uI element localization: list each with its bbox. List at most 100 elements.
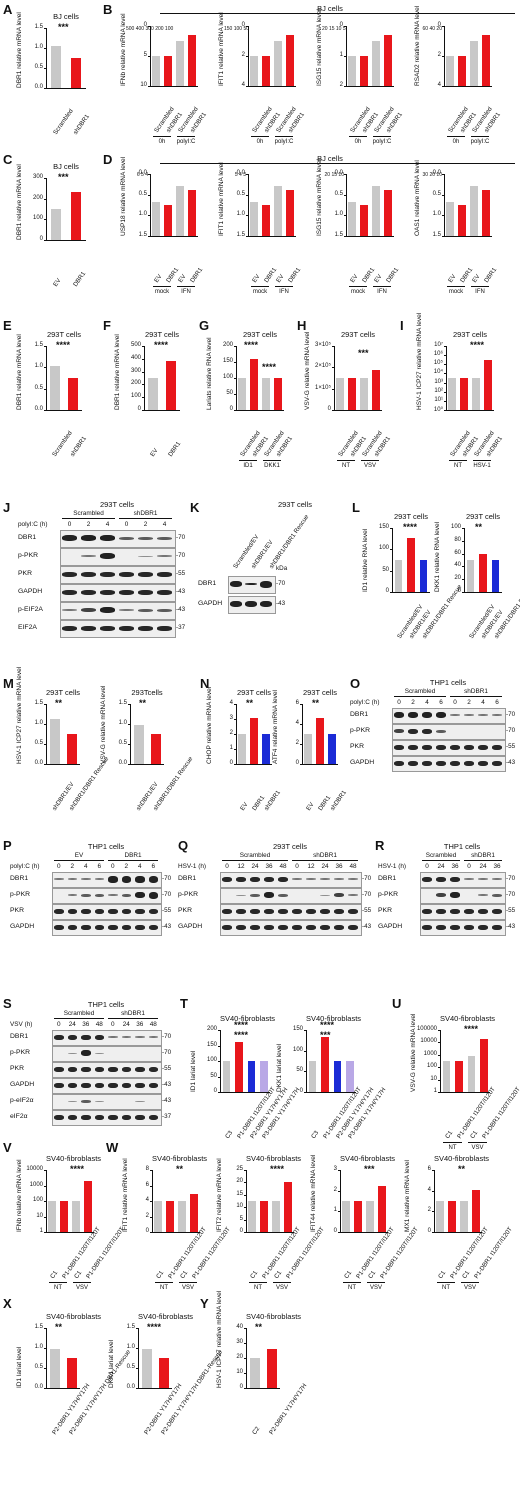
C-group-label: DBR1	[72, 270, 88, 289]
R-band	[492, 893, 502, 897]
Q-band	[236, 908, 246, 914]
Q-band	[306, 878, 316, 880]
Q-blot-strip	[220, 904, 362, 920]
F-ytick-mark	[142, 346, 144, 347]
P-band	[108, 924, 118, 930]
P-lane-label: 4	[83, 863, 88, 870]
I-title: 293T cells	[452, 330, 488, 339]
T0-bar	[222, 1061, 230, 1092]
S-kda: -43	[162, 1081, 172, 1088]
T1-ytick-label: 150	[292, 1026, 303, 1032]
B1-ytick-label: 2	[241, 52, 245, 58]
M1-y-axis	[130, 704, 131, 764]
S-band	[108, 1036, 118, 1038]
Q-band	[278, 876, 288, 882]
S-band	[121, 1066, 131, 1072]
R-title: THP1 cells	[443, 842, 481, 851]
L1-bar	[466, 560, 475, 592]
B3-ytick-label: 0	[437, 22, 441, 28]
G-ytick-label: 0	[229, 406, 233, 412]
X1-ytick-label: 0.5	[126, 1364, 135, 1370]
D2-bar	[348, 201, 356, 236]
P-row-label: GAPDH	[10, 923, 35, 930]
S-treatment: VSV (h)	[10, 1021, 33, 1028]
G-ytick-mark	[234, 410, 236, 411]
H-title: 293T cells	[340, 330, 376, 339]
B2-bar	[372, 41, 380, 86]
V-significance: ****	[70, 1164, 85, 1174]
P-band	[81, 908, 91, 914]
panel-letter-B: B	[103, 2, 113, 17]
X1-significance: ****	[147, 1322, 162, 1332]
W0-y-axis	[152, 1170, 153, 1232]
X0-bar	[49, 1349, 60, 1388]
D3-ytick-mark	[442, 194, 444, 196]
Q-band	[278, 908, 288, 914]
P-row-label: p-PKR	[10, 891, 31, 898]
D2-group-label: EV	[373, 273, 384, 285]
W3-ytick-label: 0	[427, 1228, 431, 1234]
U-cond-line	[443, 1142, 462, 1143]
Q-band	[348, 894, 358, 896]
W1-cond-line	[249, 1282, 267, 1283]
W1-ytick-label: 20	[236, 1178, 243, 1185]
L0-ytick-label: 150	[378, 524, 389, 530]
B0-bar	[164, 56, 172, 86]
D0-ytick-mark	[148, 174, 150, 175]
S-blot-strip	[52, 1110, 162, 1126]
H-ytick-mark	[332, 346, 334, 347]
X0-y-label: ID1 lariat level	[16, 1346, 23, 1388]
N0-group-label: shDBR1	[263, 789, 283, 813]
U-group-label: C1	[468, 1129, 479, 1141]
P-band	[81, 924, 91, 930]
D0-x-axis	[150, 236, 198, 237]
W1-ytick-mark	[244, 1194, 246, 1196]
P-band	[67, 924, 77, 930]
N1-ytick-label: 4	[295, 720, 299, 726]
X0-x-axis	[46, 1388, 80, 1389]
Q-blot-strip	[220, 920, 362, 936]
B2-bar	[348, 56, 356, 86]
B2-ytick-label: 0	[339, 22, 343, 28]
D0-cond-line	[153, 286, 171, 287]
L0-ytick-mark	[390, 528, 392, 529]
U-bar	[480, 1039, 488, 1092]
P-band	[121, 875, 131, 883]
X0-ytick-mark	[44, 1348, 46, 1349]
J-kda: -43	[176, 606, 186, 613]
I-cond-line	[449, 460, 467, 461]
S-band	[135, 1100, 145, 1102]
O-band	[436, 744, 446, 750]
D3-group-label: EV	[447, 273, 458, 285]
R-band	[492, 908, 502, 914]
N1-significance: **	[312, 698, 320, 708]
K-row-label: GAPDH	[198, 600, 223, 607]
O-band	[394, 744, 404, 750]
K-kda-head: kDa	[276, 565, 288, 572]
W3-bar	[472, 1189, 480, 1232]
T1-group-label: C3	[309, 1129, 320, 1141]
L1-title: 293T cells	[465, 512, 501, 521]
W3-ytick-mark	[432, 1190, 434, 1192]
U-x-axis	[440, 1092, 490, 1093]
W0-bar	[178, 1201, 186, 1232]
J-kda: -43	[176, 588, 186, 595]
P-band	[81, 878, 91, 880]
A-ytick-mark	[44, 28, 46, 29]
S-band	[148, 1066, 158, 1072]
R-lane-label: 36	[451, 863, 459, 870]
L1-x-axis	[464, 592, 502, 593]
D3-ytick-label: 1.0	[432, 211, 441, 218]
S-lane-label: 36	[82, 1021, 90, 1028]
O-lane-label: 6	[439, 699, 443, 706]
B1-ytick-mark	[246, 26, 248, 27]
F-group-label: DBR1	[167, 440, 183, 459]
D2-ytick-label: 1.0	[334, 211, 343, 218]
A-ytick-label: 0.0	[34, 84, 43, 90]
W0-ytick-label: 2	[145, 1212, 149, 1219]
W3-cond-label: NT	[442, 1285, 450, 1291]
D2-cond-label: mock	[350, 289, 366, 295]
R-kda: -55	[506, 907, 516, 914]
P-band	[135, 908, 145, 914]
U-ytick-label: 1	[433, 1088, 437, 1094]
